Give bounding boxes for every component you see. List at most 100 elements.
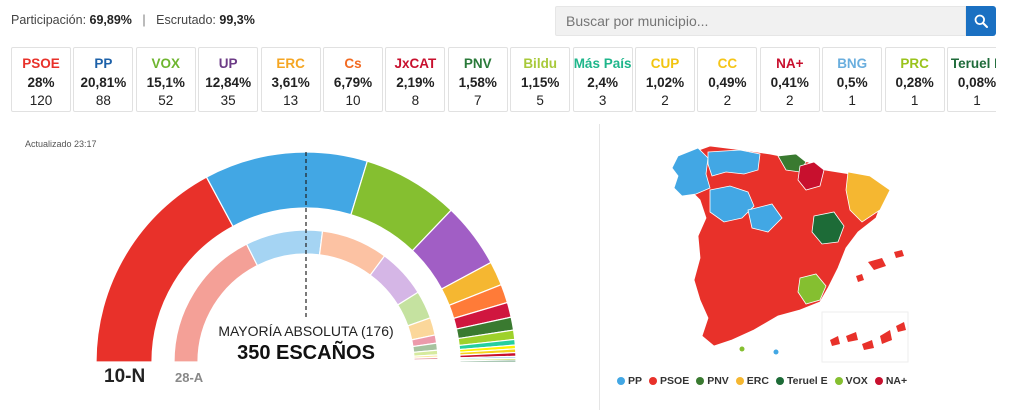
map-region-ceuta[interactable]: [739, 346, 745, 352]
map-region-canary-1[interactable]: [830, 336, 840, 346]
map-region-balearic[interactable]: [868, 258, 886, 270]
party-seats: 2: [786, 93, 794, 108]
party-card[interactable]: CC 0,49% 2: [697, 47, 758, 112]
inner-ring-segment[interactable]: [413, 360, 439, 363]
outer-ring-segment[interactable]: [459, 359, 517, 363]
party-card[interactable]: PRC 0,28% 1: [884, 47, 945, 112]
party-name: Cs: [344, 56, 362, 71]
party-card[interactable]: PSOE 28% 120: [11, 47, 71, 112]
legend-item: PNV: [696, 375, 729, 387]
party-card[interactable]: Teruel E 0,08% 1: [947, 47, 996, 112]
party-vote-percent: 1,02%: [645, 75, 685, 90]
party-card[interactable]: UP 12,84% 35: [198, 47, 259, 112]
legend-label: ERC: [746, 375, 769, 387]
party-name: VOX: [151, 56, 181, 71]
map-region-catalonia[interactable]: [845, 171, 891, 223]
party-vote-percent: 0,08%: [957, 75, 996, 90]
party-seats: 35: [220, 93, 236, 108]
map-region-canary-2[interactable]: [846, 332, 858, 342]
legend-swatch: [834, 377, 843, 385]
parliament-chart: [95, 151, 517, 363]
party-seats: 52: [158, 93, 174, 108]
map-region-murcia[interactable]: [797, 273, 827, 305]
legend-item: ERC: [735, 375, 769, 387]
party-seats: 1: [910, 93, 919, 108]
legend-item: Teruel E: [775, 375, 828, 387]
party-card[interactable]: PNV 1,58% 7: [447, 47, 508, 112]
legend-swatch: [649, 377, 658, 385]
stats-separator: |: [142, 13, 146, 27]
party-card[interactable]: Bildu 1,15% 5: [510, 47, 571, 112]
party-vote-percent: 12,84%: [205, 75, 252, 90]
total-seats-label: 350 ESCAÑOS: [237, 342, 375, 364]
legend-label: VOX: [845, 375, 868, 387]
party-name: CUP: [650, 56, 680, 71]
party-card[interactable]: ERC 3,61% 13: [260, 47, 321, 112]
party-card[interactable]: NA+ 0,41% 2: [759, 47, 820, 112]
legend-swatch: [617, 377, 625, 385]
party-card[interactable]: BNG 0,5% 1: [822, 47, 883, 112]
legend-label: PP: [628, 375, 643, 387]
legend-label: PSOE: [660, 375, 690, 387]
party-name: PSOE: [22, 56, 60, 71]
inner-ring-segment[interactable]: [245, 229, 324, 267]
party-seats: 10: [345, 93, 361, 108]
party-card[interactable]: PP 20,81% 88: [73, 47, 134, 112]
party-vote-percent: 20,81%: [80, 75, 127, 90]
party-seats: 5: [536, 93, 544, 108]
party-seats: 2: [723, 93, 732, 108]
map-region-menorca[interactable]: [894, 250, 904, 258]
party-vote-percent: 0,41%: [770, 75, 809, 90]
map-region-teruel[interactable]: [811, 211, 845, 245]
party-card[interactable]: VOX 15,1% 52: [135, 47, 196, 112]
party-seats: 2: [661, 93, 669, 108]
map-region-galicia[interactable]: [671, 147, 711, 197]
party-seats: 13: [283, 93, 299, 108]
map-region-north-west[interactable]: [707, 149, 761, 177]
party-seats: 88: [95, 93, 111, 108]
majority-label: MAYORÍA ABSOLUTA (176): [218, 323, 394, 339]
legend-swatch: [874, 377, 883, 385]
legend-swatch: [735, 377, 744, 385]
party-vote-percent: 0,49%: [708, 75, 747, 90]
party-vote-percent: 28%: [27, 75, 55, 90]
party-name: Bildu: [523, 56, 558, 71]
party-card[interactable]: JxCAT 2,19% 8: [385, 47, 446, 112]
spain-results-map[interactable]: [650, 140, 950, 365]
outer-ring-label: 10-N: [104, 366, 146, 387]
map-region-navarra[interactable]: [797, 161, 825, 191]
legend-item: PSOE: [649, 375, 689, 387]
turnout-stats: Participación: 69,89% | Escrutado: 99,3%: [11, 13, 255, 27]
map-region-canary-3[interactable]: [862, 340, 874, 350]
map-region-center-blue[interactable]: [747, 203, 783, 233]
outer-ring-segment[interactable]: [205, 151, 369, 228]
search-button[interactable]: [966, 6, 996, 36]
party-vote-percent: 1,58%: [458, 75, 497, 90]
legend-label: Teruel E: [786, 375, 828, 387]
map-region-canary-4[interactable]: [880, 330, 892, 344]
party-name: CC: [717, 56, 738, 71]
party-name: PNV: [463, 56, 492, 71]
party-card[interactable]: CUP 1,02% 2: [635, 47, 695, 112]
legend-item: PP: [617, 375, 642, 387]
legend-swatch: [775, 377, 784, 385]
legend-label: PNV: [707, 375, 729, 387]
party-vote-percent: 2,4%: [587, 75, 618, 90]
participation-value: 69,89%: [89, 13, 132, 27]
map-legend: PP PSOE PNV ERC Teruel E VOX NA+: [617, 375, 914, 387]
map-region-ibiza[interactable]: [856, 274, 864, 282]
party-seats: 120: [29, 93, 53, 108]
map-region-canary-5[interactable]: [896, 322, 906, 332]
party-name: JxCAT: [394, 56, 437, 71]
party-vote-percent: 1,15%: [521, 75, 560, 90]
map-region-melilla[interactable]: [773, 349, 779, 355]
participation-label: Participación:: [11, 13, 87, 27]
municipality-search-input[interactable]: [555, 6, 966, 36]
party-card[interactable]: Más País 2,4% 3: [572, 47, 633, 112]
party-vote-percent: 0,28%: [895, 75, 934, 90]
magnifier-icon: [974, 14, 988, 28]
party-card[interactable]: Cs 6,79% 10: [323, 47, 383, 112]
map-region-castilla[interactable]: [709, 185, 755, 223]
party-seats: 1: [973, 93, 981, 108]
party-results-strip: PSOE 28% 120 PP 20,81% 88 VOX 15,1% 52 UP 12,84% 35…: [11, 47, 996, 114]
